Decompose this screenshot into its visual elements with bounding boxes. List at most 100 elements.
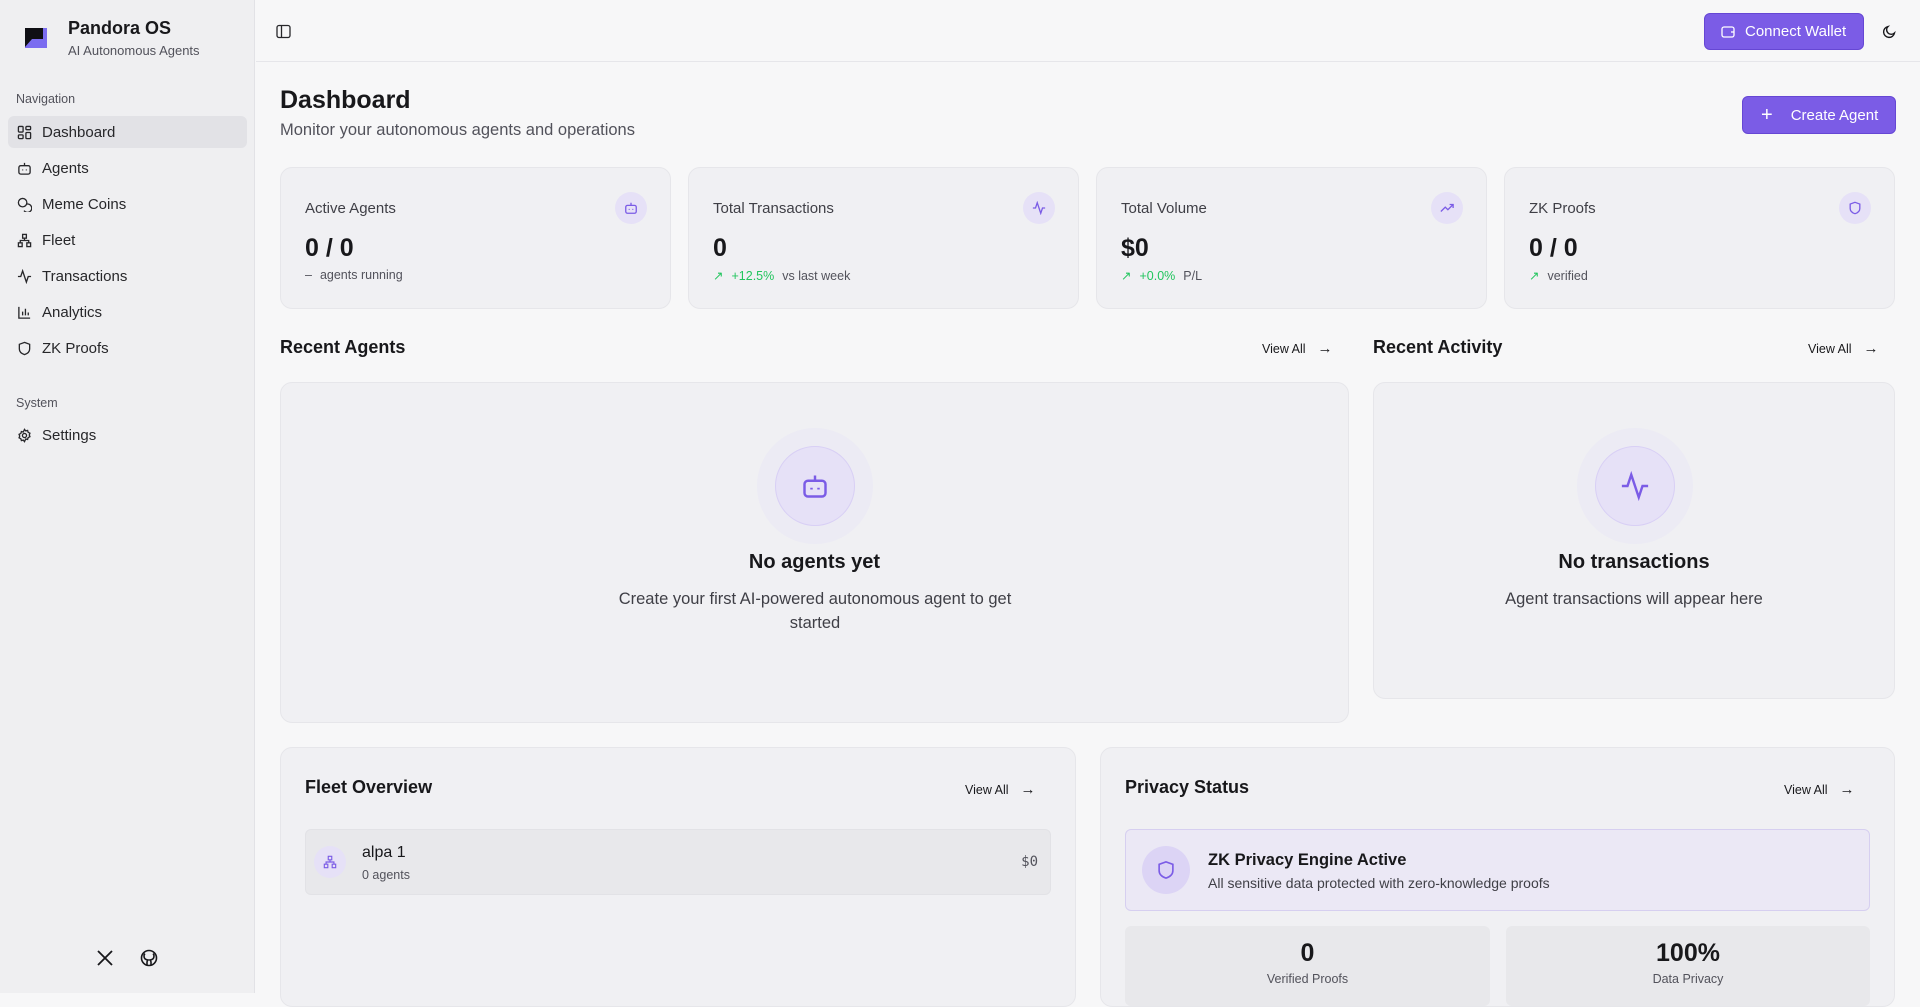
page-title: Dashboard xyxy=(280,86,411,114)
view-all-label: View All xyxy=(1262,341,1306,356)
fleet-view-all[interactable]: View All → xyxy=(965,781,1036,798)
sidebar-item-label: Fleet xyxy=(42,231,76,249)
bar-chart-icon xyxy=(18,306,31,319)
sidebar-item-meme-coins[interactable]: Meme Coins xyxy=(8,188,247,220)
plus-icon: + xyxy=(1761,104,1773,126)
connect-wallet-label: Connect Wallet xyxy=(1745,23,1847,40)
activity-icon xyxy=(1023,192,1055,224)
fleet-title: Fleet Overview xyxy=(305,777,433,797)
sidebar-item-transactions[interactable]: Transactions xyxy=(8,260,247,292)
github-icon[interactable] xyxy=(140,949,158,967)
sidebar-item-label: ZK Proofs xyxy=(42,339,109,357)
view-all-label: View All xyxy=(1808,341,1852,356)
sidebar-item-label: Meme Coins xyxy=(42,195,127,213)
connect-wallet-button[interactable]: Connect Wallet xyxy=(1704,13,1864,50)
moon-theme-icon[interactable] xyxy=(1882,24,1897,39)
stat-note: P/L xyxy=(1183,268,1203,283)
sidebar-item-settings[interactable]: Settings xyxy=(8,419,247,451)
sidebar: Pandora OS AI Autonomous Agents Navigati… xyxy=(0,0,255,993)
activity-icon xyxy=(17,268,32,284)
metric-value: 100% xyxy=(1656,939,1720,967)
empty-title: No transactions xyxy=(1558,551,1710,573)
stat-card-zk-proofs: ZK Proofs 0 / 0 ↗ verified xyxy=(1504,167,1895,309)
view-all-label: View All xyxy=(965,782,1009,797)
sidebar-toggle-icon[interactable] xyxy=(276,24,291,39)
stat-label: Total Transactions xyxy=(713,200,834,217)
stat-card-total-transactions: Total Transactions 0 ↗ +12.5% vs last week xyxy=(688,167,1079,309)
sidebar-item-analytics[interactable]: Analytics xyxy=(8,296,247,328)
page-subtitle: Monitor your autonomous agents and opera… xyxy=(280,121,635,139)
arrow-right-icon: → xyxy=(1020,781,1036,798)
zk-engine-banner: ZK Privacy Engine Active All sensitive d… xyxy=(1125,829,1870,911)
social-links xyxy=(96,949,158,967)
recent-activity-panel: No transactions Agent transactions will … xyxy=(1373,382,1895,699)
sidebar-item-agents[interactable]: Agents xyxy=(8,152,247,184)
metric-verified-proofs: 0 Verified Proofs xyxy=(1125,926,1490,1006)
network-icon xyxy=(314,846,346,878)
view-all-label: View All xyxy=(1784,782,1828,797)
network-icon xyxy=(17,233,32,247)
brand: Pandora OS AI Autonomous Agents xyxy=(24,18,200,58)
recent-activity-title: Recent Activity xyxy=(1373,337,1503,357)
bot-icon xyxy=(18,162,31,175)
shield-icon xyxy=(18,341,31,355)
sidebar-item-dashboard[interactable]: Dashboard xyxy=(8,116,247,148)
fleet-overview-panel: Fleet Overview View All → alpa 1 0 agents… xyxy=(280,747,1076,1007)
create-agent-label: Create Agent xyxy=(1790,106,1879,124)
pandora-logo-icon xyxy=(25,28,47,48)
app-name: Pandora OS xyxy=(68,18,172,38)
app-tagline: AI Autonomous Agents xyxy=(68,43,200,58)
empty-subtitle: Agent transactions will appear here xyxy=(1505,590,1763,608)
stat-label: Active Agents xyxy=(305,200,396,217)
system-nav: Settings xyxy=(8,419,247,455)
stat-value: $0 xyxy=(1121,234,1149,262)
system-group-label: System xyxy=(16,396,58,410)
gear-icon xyxy=(18,427,31,443)
sidebar-item-label: Dashboard xyxy=(42,123,116,141)
privacy-title: Privacy Status xyxy=(1125,777,1250,797)
fleet-name: alpa 1 xyxy=(362,844,406,861)
fleet-agent-count: 0 agents xyxy=(362,868,410,882)
sidebar-item-label: Analytics xyxy=(42,303,103,321)
sidebar-nav: Dashboard Agents Meme Coins Fleet Transa… xyxy=(8,116,247,368)
trending-up-icon: ↗ xyxy=(713,269,724,283)
engine-subtitle: All sensitive data protected with zero-k… xyxy=(1208,875,1550,891)
recent-activity-view-all[interactable]: View All → xyxy=(1808,340,1879,357)
trending-up-icon: ↗ xyxy=(1529,269,1540,283)
bot-icon xyxy=(615,192,647,224)
recent-agents-view-all[interactable]: View All → xyxy=(1262,340,1333,357)
sidebar-item-label: Agents xyxy=(42,159,89,177)
create-agent-button[interactable]: + Create Agent xyxy=(1742,96,1896,134)
stat-value: 0 / 0 xyxy=(1529,234,1578,262)
arrow-right-icon: → xyxy=(1839,781,1855,798)
stat-value: 0 xyxy=(713,234,727,262)
nav-group-label: Navigation xyxy=(16,92,76,106)
privacy-view-all[interactable]: View All → xyxy=(1784,781,1855,798)
x-twitter-icon[interactable] xyxy=(96,949,114,967)
sidebar-item-fleet[interactable]: Fleet xyxy=(8,224,247,256)
metric-label: Verified Proofs xyxy=(1266,972,1349,986)
activity-icon xyxy=(1595,446,1675,526)
privacy-status-panel: Privacy Status View All → ZK Privacy Engi… xyxy=(1100,747,1895,1007)
empty-title: No agents yet xyxy=(748,551,881,573)
fleet-list-item[interactable]: alpa 1 0 agents $0 xyxy=(305,829,1051,895)
stat-change: +0.0% xyxy=(1139,268,1176,283)
stat-label: Total Volume xyxy=(1121,200,1207,217)
empty-subtitle: Create your first AI-powered autonomous … xyxy=(618,590,1012,632)
metric-value: 0 xyxy=(1300,939,1315,967)
minus-icon: – xyxy=(305,268,312,282)
trending-up-icon: ↗ xyxy=(1121,269,1132,283)
engine-title: ZK Privacy Engine Active xyxy=(1208,851,1407,869)
shield-icon xyxy=(1142,846,1190,894)
sidebar-item-label: Transactions xyxy=(42,267,128,285)
sidebar-item-zk-proofs[interactable]: ZK Proofs xyxy=(8,332,247,364)
stat-note: vs last week xyxy=(782,268,851,283)
coins-icon xyxy=(17,197,32,212)
wallet-icon xyxy=(1721,25,1735,38)
metric-label: Data Privacy xyxy=(1652,972,1724,986)
bot-icon xyxy=(775,446,855,526)
top-header: Connect Wallet xyxy=(256,0,1920,62)
layout-dashboard-icon xyxy=(17,125,32,139)
stat-note: agents running xyxy=(319,268,403,282)
stat-card-active-agents: Active Agents 0 / 0 – agents running xyxy=(280,167,671,309)
